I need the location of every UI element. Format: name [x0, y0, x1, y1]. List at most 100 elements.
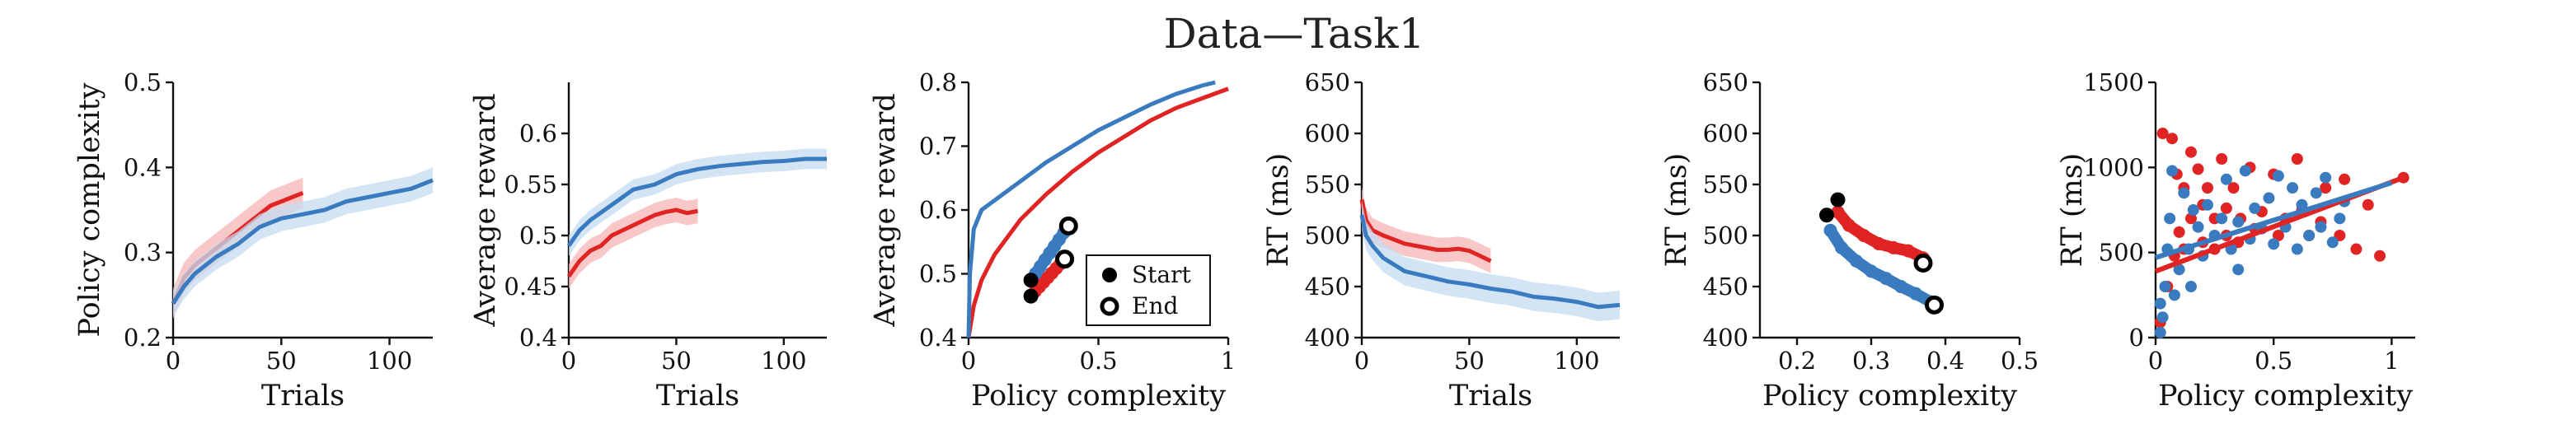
blue-confidence-band [1362, 200, 1620, 322]
y-tick-label: 1000 [2083, 153, 2144, 181]
x-axis-label: Trials [1449, 380, 1532, 413]
blue-scatter-point [2168, 289, 2180, 301]
red-scatter-point [2173, 226, 2185, 238]
y-axis-label: Policy complexity [73, 82, 106, 337]
blue-scatter-point [2287, 182, 2299, 194]
y-axis-label: RT (ms) [2056, 153, 2089, 268]
blue-scatter-point [2263, 192, 2275, 204]
blue-scatter-point [2303, 230, 2316, 241]
blue-scatter-point [2232, 263, 2245, 276]
start-marker [1819, 208, 1834, 223]
chart-panel-4: 0 50 100 400 450 500 550 600 650 Trials RT (ms) [1262, 68, 1621, 413]
chart-panel-3: 0 0.5 1 0.4 0.5 0.6 0.7 0.8 Policy complexity Ave… [869, 68, 1236, 413]
x-axis-label: Trials [261, 380, 345, 413]
x-axis-label: Trials [656, 380, 739, 413]
y-tick-label: 650 [1703, 68, 1748, 96]
y-tick-label: 600 [1703, 119, 1748, 147]
blue-series-line [171, 178, 434, 305]
x-tick-label: 0.2 [1778, 347, 1816, 375]
blue-scatter-point [2164, 212, 2176, 225]
y-tick-label: 650 [1305, 68, 1350, 96]
y-tick-label: 0.8 [919, 68, 957, 96]
blue-scatter-point [2268, 238, 2280, 250]
y-tick-label: 1500 [2083, 68, 2144, 96]
y-tick-label: 0.6 [519, 119, 557, 147]
blue-scatter-point [2272, 170, 2284, 182]
y-tick-label: 550 [1305, 170, 1350, 198]
red-scatter-point [2320, 182, 2332, 194]
x-tick-label: 0 [2148, 347, 2163, 375]
red-confidence-band [569, 198, 698, 289]
x-tick-label: 50 [266, 347, 297, 375]
y-tick-label: 0.5 [519, 221, 557, 249]
blue-curve [966, 80, 1216, 338]
y-tick-label: 450 [1305, 273, 1350, 301]
x-tick-label: 0 [166, 347, 181, 375]
x-tick-label: 0.5 [2001, 347, 2039, 375]
legend-start-label: Start [1132, 261, 1192, 288]
end-marker [1913, 253, 1933, 273]
blue-scatter-point [2173, 263, 2185, 276]
red-trajectory [1832, 206, 1929, 264]
red-scatter-point [2166, 133, 2179, 145]
blue-confidence-band [173, 167, 433, 317]
y-tick-label: 0.4 [519, 324, 557, 352]
blue-scatter-point [2154, 326, 2166, 338]
y-axis-label: Average reward [469, 93, 502, 328]
x-tick-label: 1 [1221, 347, 1236, 375]
blue-scatter-point [2178, 187, 2190, 199]
y-tick-label: 550 [1703, 170, 1748, 198]
x-axis-label: Policy complexity [971, 380, 1226, 413]
x-tick-label: 0 [961, 347, 976, 375]
blue-scatter-point [2154, 297, 2166, 310]
blue-series-line [566, 156, 827, 247]
y-tick-label: 0.6 [919, 196, 957, 224]
x-tick-label: 0 [1354, 347, 1369, 375]
y-tick-label: 0.5 [919, 260, 957, 288]
red-scatter-point [2350, 243, 2363, 255]
blue-trajectory [1025, 220, 1075, 287]
y-tick-label: 0.4 [124, 153, 162, 181]
red-scatter-point [2202, 182, 2213, 194]
legend-end-label: End [1132, 292, 1178, 319]
start-marker [1830, 192, 1846, 208]
y-tick-label: 450 [1703, 273, 1748, 301]
blue-scatter-point [2239, 165, 2251, 177]
figure-title: Data—Task1 [1164, 10, 1425, 58]
red-scatter-point [2220, 202, 2232, 214]
y-tick-label: 500 [2099, 239, 2144, 267]
blue-series-line [1359, 214, 1621, 310]
red-scatter-point [2216, 153, 2228, 165]
y-tick-label: 500 [1305, 221, 1350, 249]
blue-scatter-point [2320, 171, 2332, 184]
blue-scatter-point [2326, 236, 2339, 249]
y-tick-label: 600 [1305, 119, 1350, 147]
legend-start-marker [1102, 268, 1117, 282]
x-axis-label: Policy complexity [1762, 380, 2017, 413]
red-curve [966, 86, 1229, 338]
blue-scatter-point [2184, 281, 2197, 292]
y-tick-label: 0.2 [124, 324, 162, 352]
x-axis-label: Policy complexity [2158, 380, 2413, 413]
y-tick-label: 0 [2129, 324, 2144, 352]
y-axis-label: RT (ms) [1660, 153, 1693, 268]
blue-scatter-point [2216, 212, 2228, 225]
y-tick-label: 0.55 [504, 170, 557, 198]
blue-scatter-point [2291, 243, 2303, 255]
red-scatter-point [2272, 230, 2284, 241]
blue-scatter-point [2166, 165, 2179, 177]
end-marker [1055, 249, 1075, 269]
blue-scatter-point [2232, 216, 2245, 228]
x-tick-label: 100 [761, 347, 806, 375]
red-scatter-point [2156, 128, 2169, 139]
x-tick-label: 0.3 [1852, 347, 1890, 375]
y-tick-label: 0.3 [124, 239, 162, 267]
chart-panel-5: 0.2 0.3 0.4 0.5 400 450 500 550 600 650 Policy com… [1660, 68, 2039, 413]
y-tick-label: 0.7 [919, 133, 957, 161]
y-tick-label: 500 [1703, 221, 1748, 249]
red-scatter-point [2184, 146, 2197, 158]
y-tick-label: 400 [1703, 324, 1748, 352]
blue-scatter-point [2310, 187, 2322, 199]
blue-scatter-point [2159, 281, 2171, 292]
x-tick-label: 100 [367, 347, 412, 375]
